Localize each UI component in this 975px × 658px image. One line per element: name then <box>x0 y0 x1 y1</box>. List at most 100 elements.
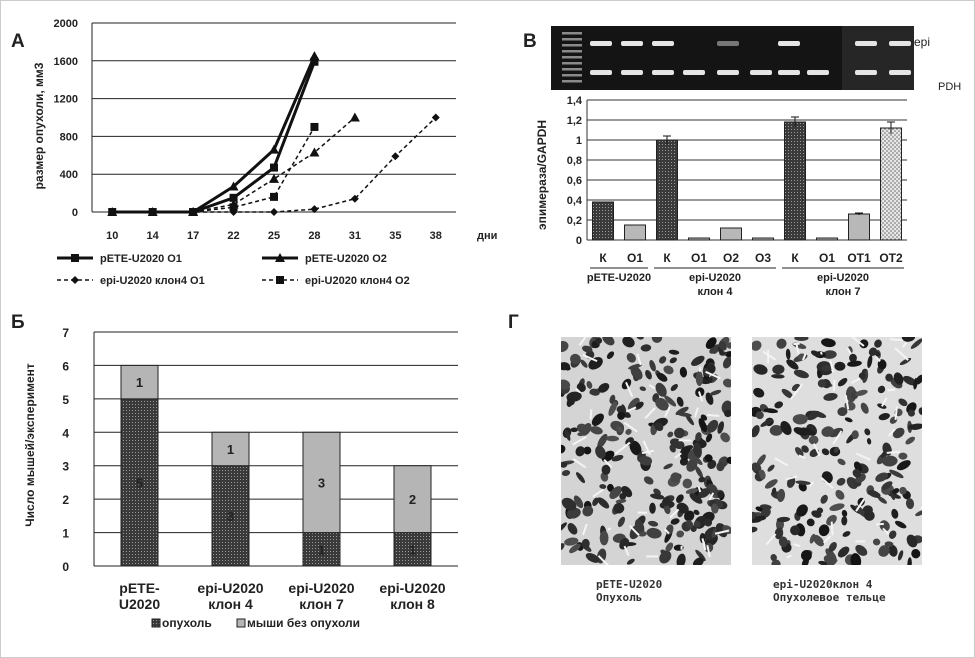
cell-nucleus <box>561 444 566 454</box>
stroma-fiber <box>882 527 890 535</box>
bar <box>720 227 742 241</box>
cell-nucleus <box>561 522 567 533</box>
y-tick-label: 7 <box>62 326 69 340</box>
cell-nucleus <box>756 454 766 467</box>
cell-nucleus <box>909 423 922 430</box>
cell-nucleus <box>661 496 671 507</box>
ladder-band <box>562 32 582 35</box>
cell-nucleus <box>897 550 904 561</box>
cell-nucleus <box>867 355 873 368</box>
bar <box>784 121 806 241</box>
y-tick-label: 2000 <box>54 18 78 30</box>
cell-nucleus <box>561 362 570 371</box>
micrograph-cells <box>561 337 731 565</box>
cell-nucleus <box>726 456 731 465</box>
cell-nucleus <box>606 435 619 442</box>
cell-nucleus <box>622 337 635 348</box>
data-point <box>269 173 279 183</box>
cell-nucleus <box>589 388 600 396</box>
y-tick-label: 0,6 <box>567 175 582 187</box>
cell-nucleus <box>619 538 630 550</box>
cell-nucleus <box>561 470 571 476</box>
cell-nucleus <box>915 374 922 385</box>
stroma-fiber <box>785 475 798 481</box>
cell-nucleus <box>669 444 676 453</box>
cell-nucleus <box>643 476 654 485</box>
cell-nucleus <box>626 352 636 363</box>
cell-nucleus <box>706 419 719 433</box>
micrograph-caption-2: epi-U2020клон 4 Опухолевое тельце <box>773 578 886 604</box>
cell-nucleus <box>576 382 586 393</box>
data-label: 1 <box>318 542 325 557</box>
caption-2-line1: epi-U2020клон 4 <box>773 578 873 591</box>
cell-nucleus <box>918 407 922 416</box>
cell-nucleus <box>670 383 678 392</box>
cell-nucleus <box>720 432 730 443</box>
cell-nucleus <box>759 469 766 480</box>
cell-nucleus <box>849 353 857 363</box>
x-tick-label: 10 <box>106 230 118 242</box>
cell-nucleus <box>649 360 656 372</box>
cell-nucleus <box>570 353 581 365</box>
gel-image <box>551 26 914 90</box>
data-point <box>349 112 360 122</box>
cell-nucleus <box>858 372 866 380</box>
cell-nucleus <box>877 385 886 394</box>
stroma-fiber <box>832 430 843 445</box>
cell-nucleus <box>752 425 760 438</box>
stroma-fiber <box>707 413 720 418</box>
legend-marker <box>71 254 79 262</box>
x-tick-label: клон 7 <box>299 596 344 612</box>
legend-marker <box>275 253 285 262</box>
cell-nucleus <box>781 388 794 399</box>
cell-nucleus <box>595 337 603 344</box>
stroma-fiber <box>614 441 631 455</box>
cell-nucleus <box>866 438 872 445</box>
panel-c-letter: Б <box>11 312 25 333</box>
legend-label: опухоль <box>162 616 212 630</box>
cell-nucleus <box>629 440 642 456</box>
data-point <box>108 208 117 216</box>
cell-nucleus <box>676 494 684 503</box>
bar <box>688 237 710 241</box>
y-tick-label: 0,2 <box>567 215 582 227</box>
caption-1-line2: Опухоль <box>596 591 643 604</box>
series-5 <box>188 112 360 216</box>
stroma-fiber <box>844 394 850 410</box>
cell-nucleus <box>913 377 918 390</box>
data-label: 3 <box>318 475 325 490</box>
ladder-band <box>562 74 582 77</box>
x-tick-label: U2020 <box>119 596 160 612</box>
cell-nucleus <box>807 410 820 421</box>
cell-nucleus <box>828 541 837 552</box>
cell-nucleus <box>812 534 825 547</box>
legend-entry-4: epi-U2020 клон4 O2 <box>262 275 410 287</box>
x-tick-label: 14 <box>147 230 160 242</box>
cell-nucleus <box>785 348 791 360</box>
cell-nucleus <box>582 505 594 517</box>
stroma-fiber <box>575 387 581 394</box>
cell-nucleus <box>655 382 667 397</box>
cell-nucleus <box>764 479 778 489</box>
y-tick-label: 2 <box>62 493 69 507</box>
cell-nucleus <box>685 488 698 494</box>
stroma-fiber <box>625 406 637 413</box>
cell-nucleus <box>829 503 845 511</box>
data-point <box>188 207 199 216</box>
cell-nucleus <box>915 509 922 517</box>
cell-nucleus <box>575 472 586 484</box>
cell-nucleus <box>821 448 830 456</box>
cell-nucleus <box>659 550 672 564</box>
cell-nucleus <box>651 337 663 343</box>
cell-nucleus <box>902 375 917 386</box>
cell-nucleus <box>664 395 677 407</box>
cell-nucleus <box>705 433 713 443</box>
y-tick-label: 0,8 <box>567 155 582 167</box>
cell-nucleus <box>699 533 706 544</box>
cell-nucleus <box>752 526 758 533</box>
cell-nucleus <box>776 338 787 349</box>
y-tick-label: 1200 <box>54 94 78 106</box>
cell-nucleus <box>686 458 698 472</box>
stroma-fiber <box>886 450 900 454</box>
cell-nucleus <box>606 351 615 360</box>
